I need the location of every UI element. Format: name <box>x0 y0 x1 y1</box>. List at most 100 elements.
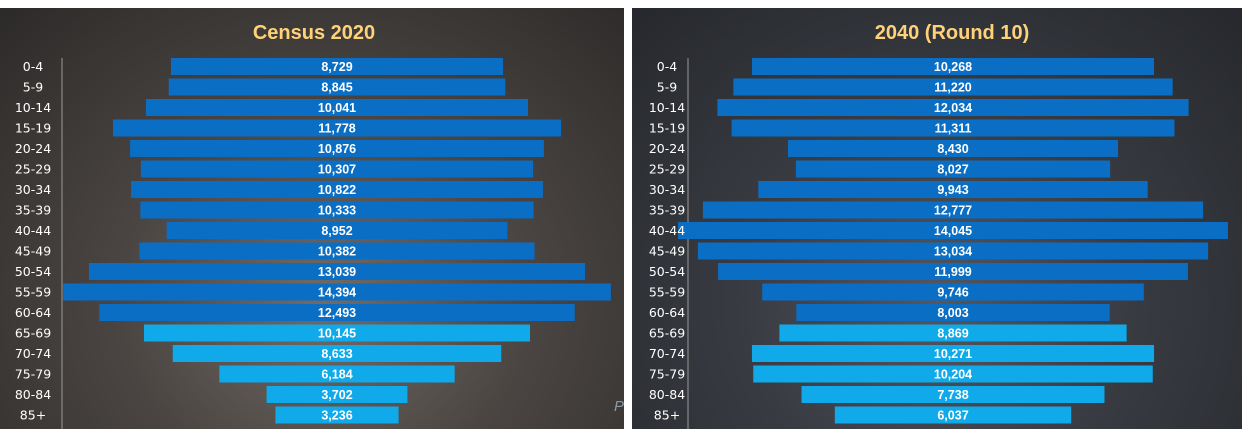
bar-20-24 <box>130 140 544 157</box>
age-group-label: 0-4 <box>23 59 43 74</box>
age-group-label: 75-79 <box>15 367 51 382</box>
age-group-label: 50-54 <box>15 264 51 279</box>
bar-value-label: 6,037 <box>937 409 968 423</box>
age-group-label: 10-14 <box>649 100 685 115</box>
chart-panel-census-2020: Census 2020 8,729 0-4 8,845 5-9 10,041 10-14 1… <box>0 8 624 429</box>
bar-value-label: 8,003 <box>937 306 968 320</box>
bar-20-24 <box>787 140 1119 157</box>
bar-value-label: 13,039 <box>318 265 356 279</box>
age-group-label: 60-64 <box>649 305 685 320</box>
bar-45-49 <box>697 242 1209 260</box>
bar-value-label: 11,778 <box>318 122 356 136</box>
bar-value-label: 10,271 <box>934 347 972 361</box>
bar-value-label: 9,943 <box>937 183 968 197</box>
bar-65-69 <box>779 324 1127 342</box>
census-2020-chart: Census 2020 8,729 0-4 8,845 5-9 10,041 10-14 1… <box>15 22 611 429</box>
bar-80-84 <box>801 386 1105 403</box>
age-group-label: 25-29 <box>649 162 685 177</box>
bar-75-79 <box>753 365 1153 383</box>
bar-30-34 <box>758 181 1148 198</box>
age-group-label: 30-34 <box>15 182 51 197</box>
bar-value-label: 11,220 <box>934 81 972 95</box>
bar-value-label: 6,184 <box>321 368 352 382</box>
bar-value-label: 8,729 <box>321 60 352 74</box>
bar-0-4 <box>752 58 1154 75</box>
age-group-label: 30-34 <box>649 182 685 197</box>
bar-70-74 <box>172 345 502 362</box>
age-group-label: 45-49 <box>15 244 51 259</box>
bar-value-label: 10,822 <box>318 183 356 197</box>
chart-title: Census 2020 <box>253 22 375 44</box>
bar-value-label: 10,204 <box>934 368 972 382</box>
bar-value-label: 10,268 <box>934 60 972 74</box>
bar-value-label: 3,236 <box>321 409 352 423</box>
age-group-label: 20-24 <box>15 141 51 156</box>
bar-value-label: 8,952 <box>321 224 352 238</box>
bar-85+ <box>275 406 399 424</box>
background-watermark-text: P <box>614 398 625 415</box>
bar-45-49 <box>139 242 535 260</box>
bar-value-label: 8,633 <box>321 347 352 361</box>
bar-25-29 <box>795 160 1111 178</box>
bar-5-9 <box>168 78 506 96</box>
bar-50-54 <box>718 263 1188 280</box>
age-group-label: 70-74 <box>649 346 685 361</box>
age-group-label: 25-29 <box>15 162 51 177</box>
projection-2040-chart: 2040 (Round 10) 10,268 0-4 11,220 5-9 12,034… <box>649 22 1228 429</box>
bar-55-59 <box>63 283 611 301</box>
bar-15-19 <box>112 119 562 137</box>
age-group-label: 45-49 <box>649 244 685 259</box>
bars-group: 10,268 0-4 11,220 5-9 12,034 10-14 11,311 15-19… <box>649 58 1228 424</box>
bar-15-19 <box>731 119 1175 137</box>
age-group-label: 15-19 <box>649 121 685 136</box>
bar-value-label: 13,034 <box>934 245 972 259</box>
bar-value-label: 10,145 <box>318 327 356 341</box>
age-group-label: 65-69 <box>15 326 51 341</box>
age-group-label: 35-39 <box>15 203 51 218</box>
bar-65-69 <box>143 324 531 342</box>
chart-title: 2040 (Round 10) <box>875 22 1029 44</box>
bar-value-label: 10,307 <box>318 163 356 177</box>
bar-value-label: 3,702 <box>321 388 352 402</box>
bar-60-64 <box>99 304 575 321</box>
bar-5-9 <box>733 78 1173 96</box>
bar-value-label: 8,845 <box>321 81 352 95</box>
age-group-label: 10-14 <box>15 100 51 115</box>
chart-panel-2040-round-10: 2040 (Round 10) 10,268 0-4 11,220 5-9 12,034… <box>632 8 1242 429</box>
age-group-label: 75-79 <box>649 367 685 382</box>
age-group-label: 20-24 <box>649 141 685 156</box>
age-group-label: 0-4 <box>657 59 677 74</box>
bar-40-44 <box>166 222 508 239</box>
age-group-label: 80-84 <box>15 387 51 402</box>
bar-30-34 <box>131 181 543 198</box>
bar-0-4 <box>170 58 504 75</box>
bar-value-label: 10,041 <box>318 101 356 115</box>
bar-75-79 <box>219 365 455 383</box>
age-group-label: 80-84 <box>649 387 685 402</box>
bar-70-74 <box>751 345 1155 362</box>
bar-25-29 <box>140 160 534 178</box>
age-group-label: 70-74 <box>15 346 51 361</box>
age-group-label: 5-9 <box>23 80 43 95</box>
bar-10-14 <box>145 99 529 116</box>
bar-value-label: 9,746 <box>937 286 968 300</box>
bar-value-label: 10,382 <box>318 245 356 259</box>
bar-value-label: 8,027 <box>937 163 968 177</box>
bar-50-54 <box>88 263 586 280</box>
age-group-label: 85+ <box>20 408 46 423</box>
bar-value-label: 10,333 <box>318 204 356 218</box>
bar-value-label: 11,311 <box>935 122 972 136</box>
bar-60-64 <box>796 304 1110 321</box>
bar-value-label: 14,394 <box>318 286 356 300</box>
age-group-label: 60-64 <box>15 305 51 320</box>
bar-value-label: 8,430 <box>937 142 968 156</box>
bar-35-39 <box>702 201 1204 219</box>
bar-55-59 <box>762 283 1144 301</box>
bar-value-label: 7,738 <box>937 388 968 402</box>
bar-value-label: 11,999 <box>934 265 972 279</box>
bar-value-label: 12,034 <box>934 101 972 115</box>
age-group-label: 85+ <box>654 408 680 423</box>
age-group-label: 5-9 <box>657 80 677 95</box>
age-group-label: 15-19 <box>15 121 51 136</box>
bar-35-39 <box>140 201 534 219</box>
